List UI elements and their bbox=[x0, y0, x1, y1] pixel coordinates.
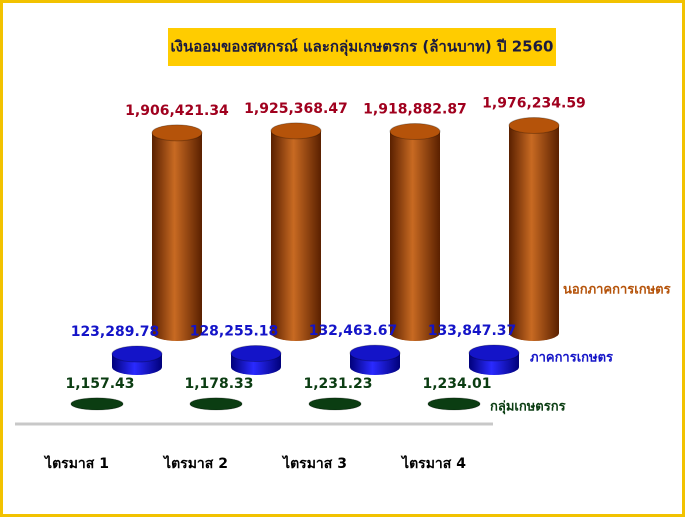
value-label: 1,976,234.59 bbox=[482, 95, 586, 111]
value-label: 1,231.23 bbox=[303, 376, 372, 392]
cylinder-top bbox=[270, 122, 322, 140]
cylinder-top bbox=[389, 123, 441, 141]
cylinder-body bbox=[152, 132, 202, 333]
cylinder bbox=[230, 345, 282, 375]
cylinder-top bbox=[468, 344, 520, 362]
cylinder-top bbox=[230, 345, 282, 363]
chart-title: เงินออมของสหกรณ์ และกลุ่มเกษตรกร (ล้านบา… bbox=[171, 38, 554, 57]
cylinder bbox=[308, 397, 362, 411]
cylinder-top bbox=[427, 397, 481, 411]
value-label: 123,289.78 bbox=[71, 324, 160, 340]
value-label: 1,178.33 bbox=[184, 376, 253, 392]
cylinder bbox=[508, 116, 560, 341]
x-tick-label: ไตรมาส 3 bbox=[281, 454, 347, 472]
cylinder-top bbox=[189, 397, 243, 411]
value-label: 1,234.01 bbox=[422, 376, 491, 392]
x-tick-label: ไตรมาส 4 bbox=[400, 454, 466, 472]
x-tick-label: ไตรมาส 1 bbox=[43, 454, 109, 472]
cylinder-body bbox=[390, 131, 440, 333]
value-label: 133,847.37 bbox=[428, 323, 517, 339]
cylinder bbox=[468, 344, 520, 375]
cylinder-top bbox=[151, 124, 203, 142]
value-label: 132,463.67 bbox=[309, 323, 398, 339]
cylinder-top bbox=[308, 397, 362, 411]
x-tick-label: ไตรมาส 2 bbox=[162, 454, 228, 472]
legend-label: กลุ่มเกษตรกร bbox=[490, 400, 566, 415]
legend-label: ภาคการเกษตร bbox=[530, 351, 613, 366]
value-label: 1,906,421.34 bbox=[125, 103, 229, 119]
title-box bbox=[168, 28, 556, 66]
value-label: 1,157.43 bbox=[65, 376, 134, 392]
cylinder-top bbox=[508, 116, 560, 134]
cylinder-body bbox=[271, 130, 321, 333]
cylinder bbox=[389, 123, 441, 341]
value-label: 128,255.18 bbox=[190, 324, 279, 340]
cylinder-top bbox=[70, 397, 124, 411]
legend-label: นอกภาคการเกษตร bbox=[563, 283, 671, 298]
cylinder bbox=[151, 124, 203, 341]
cylinder bbox=[189, 397, 243, 411]
cylinder bbox=[70, 397, 124, 411]
cylinder-top bbox=[111, 345, 163, 363]
cylinder-body bbox=[509, 125, 559, 334]
cylinder bbox=[270, 122, 322, 341]
value-label: 1,925,368.47 bbox=[244, 101, 348, 117]
value-label: 1,918,882.87 bbox=[363, 102, 467, 118]
cylinder bbox=[427, 397, 481, 411]
cylinder bbox=[349, 344, 401, 375]
cylinder bbox=[111, 345, 163, 375]
cylinder-top bbox=[349, 344, 401, 362]
